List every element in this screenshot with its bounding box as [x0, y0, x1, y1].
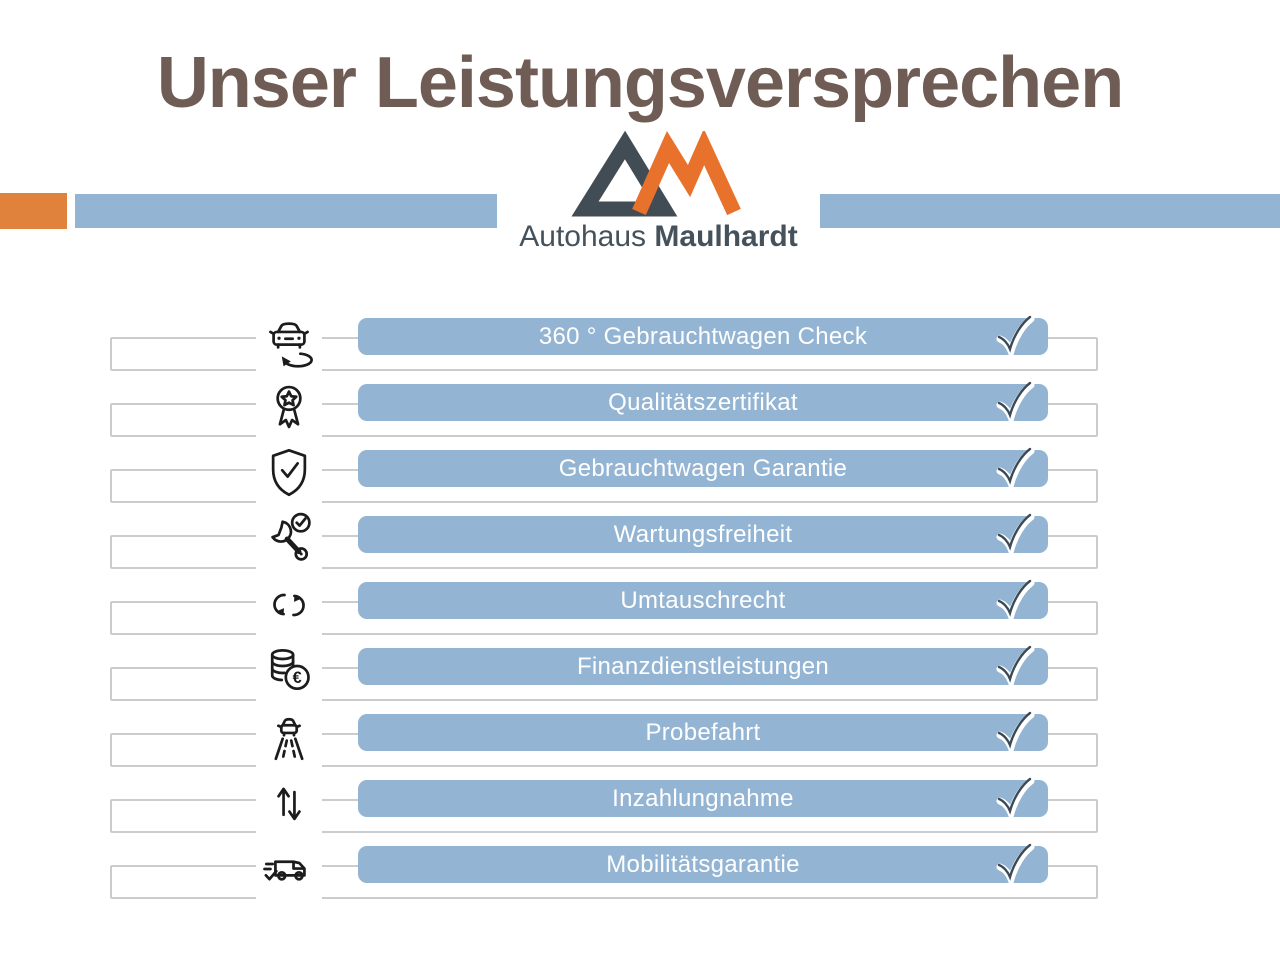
service-row: Wartungsfreiheit: [0, 507, 1280, 578]
page-title: Unser Leistungsversprechen: [156, 43, 1124, 123]
car-360-icon: [256, 309, 322, 373]
service-row: Gebrauchtwagen Garantie: [0, 441, 1280, 512]
service-bar: 360 ° Gebrauchtwagen Check: [358, 315, 1048, 359]
brand-name: Autohaus Maulhardt: [519, 220, 797, 254]
service-list: 360 ° Gebrauchtwagen Check Qualitätszert…: [0, 309, 1280, 908]
brand-logo: Autohaus Maulhardt: [497, 131, 820, 265]
service-row: Mobilitätsgarantie: [0, 837, 1280, 908]
checkmark-icon: [996, 315, 1035, 359]
exchange-arrows-icon: [256, 573, 322, 637]
checkmark-icon: [996, 513, 1035, 557]
delivery-van-icon: [256, 837, 322, 901]
service-bar: Umtauschrecht: [358, 579, 1048, 623]
service-bar: Gebrauchtwagen Garantie: [358, 447, 1048, 491]
checkmark-icon: [996, 843, 1035, 887]
svg-text:€: €: [293, 669, 302, 687]
service-bar: Finanzdienstleistungen: [358, 645, 1048, 689]
service-label: Probefahrt: [645, 718, 761, 746]
service-row: 360 ° Gebrauchtwagen Check: [0, 309, 1280, 380]
checkmark-icon: [996, 447, 1035, 491]
service-label: Inzahlungnahme: [612, 784, 794, 812]
service-row: Qualitätszertifikat: [0, 375, 1280, 446]
wrench-check-icon: [256, 507, 322, 571]
service-row: Probefahrt: [0, 705, 1280, 776]
service-label: Mobilitätsgarantie: [606, 850, 800, 878]
service-row: Umtauschrecht: [0, 573, 1280, 644]
checkmark-icon: [996, 579, 1035, 623]
banner-blue-right: [820, 194, 1280, 228]
banner-blue-left: [75, 194, 497, 228]
checkmark-icon: [996, 381, 1035, 425]
up-down-arrows-icon: [256, 771, 322, 835]
brand-logo-mark-icon: [570, 131, 741, 217]
brand-name-bold: Maulhardt: [654, 220, 798, 253]
service-bar: Inzahlungnahme: [358, 777, 1048, 821]
service-label: Finanzdienstleistungen: [576, 652, 830, 680]
checkmark-icon: [996, 645, 1035, 689]
award-badge-icon: [256, 375, 322, 439]
service-label: Wartungsfreiheit: [613, 520, 793, 548]
shield-check-icon: [256, 441, 322, 505]
service-bar: Qualitätszertifikat: [358, 381, 1048, 425]
brand-name-regular: Autohaus: [519, 220, 647, 253]
service-bar: Wartungsfreiheit: [358, 513, 1048, 557]
banner-orange-block: [0, 193, 67, 229]
service-label: Umtauschrecht: [620, 586, 786, 614]
service-row: Inzahlungnahme: [0, 771, 1280, 842]
coins-euro-icon: €: [256, 639, 322, 703]
checkmark-icon: [996, 711, 1035, 755]
service-row: € Finanzdienstleistungen: [0, 639, 1280, 710]
highway-car-icon: [256, 705, 322, 769]
checkmark-icon: [996, 777, 1035, 821]
service-label: 360 ° Gebrauchtwagen Check: [538, 322, 868, 350]
service-bar: Mobilitätsgarantie: [358, 843, 1048, 887]
service-label: Qualitätszertifikat: [608, 388, 798, 416]
service-label: Gebrauchtwagen Garantie: [558, 454, 848, 482]
service-bar: Probefahrt: [358, 711, 1048, 755]
